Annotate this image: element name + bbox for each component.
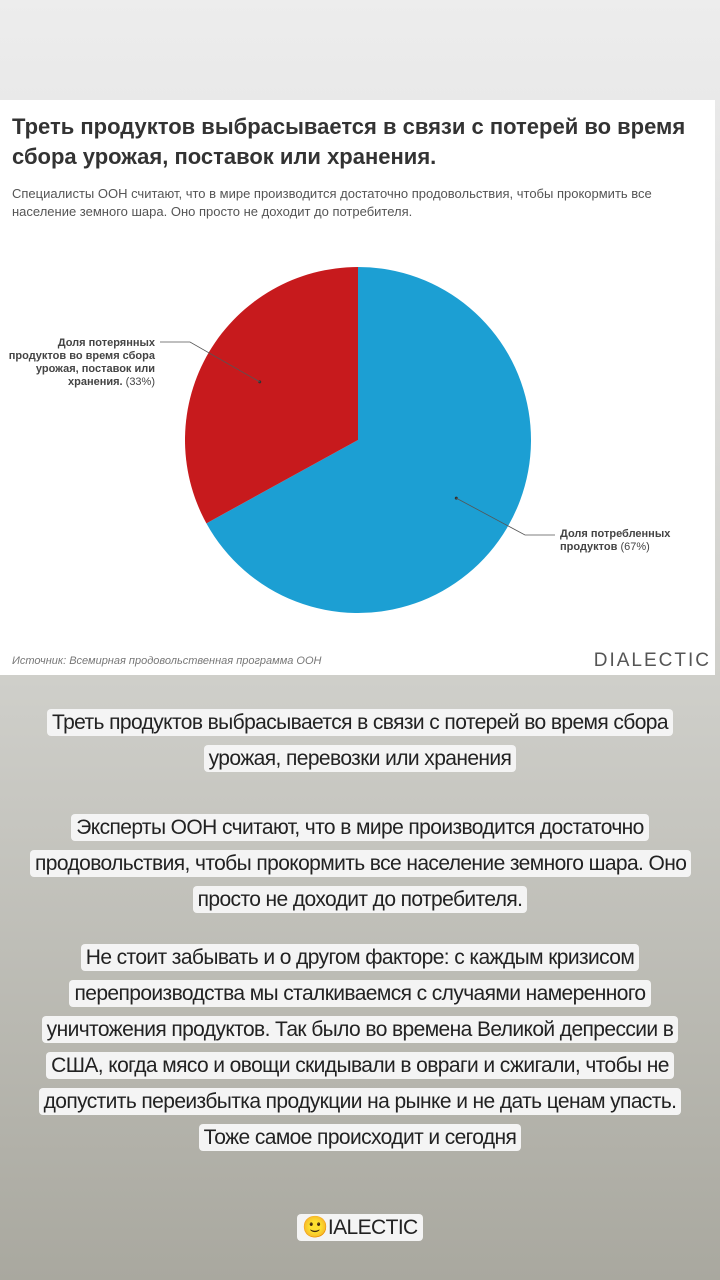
story-paragraph: Не стоит забывать и о другом факторе: с … (30, 940, 690, 1156)
leader-line (160, 341, 260, 383)
footer-text: 🙂IALECTIC (297, 1214, 423, 1241)
source: Источник: Всемирная продовольственная пр… (12, 655, 322, 667)
slice-label: Доля потерянных продуктов во время сбора… (5, 337, 155, 389)
pie-slice (185, 267, 358, 524)
chart-title: Треть продуктов выбрасывается в связи с … (12, 114, 686, 169)
pie-slice (206, 267, 532, 613)
paragraph-text: Треть продуктов выбрасывается в связи с … (47, 709, 673, 772)
story-footer: 🙂IALECTIC (30, 1210, 690, 1246)
story-paragraph: Треть продуктов выбрасывается в связи с … (30, 705, 690, 777)
chart-card: Треть продуктов выбрасывается в связи с … (0, 100, 715, 675)
slice-label: Доля потребленных продуктов (67%) (560, 528, 700, 554)
paragraph-text: Не стоит забывать и о другом факторе: с … (38, 944, 682, 1151)
slice-value: (33%) (125, 376, 155, 388)
slice-name: Доля потерянных продуктов во время сбора… (8, 337, 155, 388)
pie-chart (160, 267, 555, 613)
slice-name: Доля потребленных продуктов (560, 528, 671, 553)
brand-logo: DIALECTIC (593, 650, 711, 671)
paragraph-text: Эксперты ООН считают, что в мире произво… (30, 814, 692, 913)
story-paragraph: Эксперты ООН считают, что в мире произво… (30, 810, 692, 918)
slice-value: (67%) (620, 541, 650, 553)
leader-line (456, 497, 555, 536)
chart-subtitle: Специалисты ООН считают, что в мире прои… (12, 186, 652, 219)
